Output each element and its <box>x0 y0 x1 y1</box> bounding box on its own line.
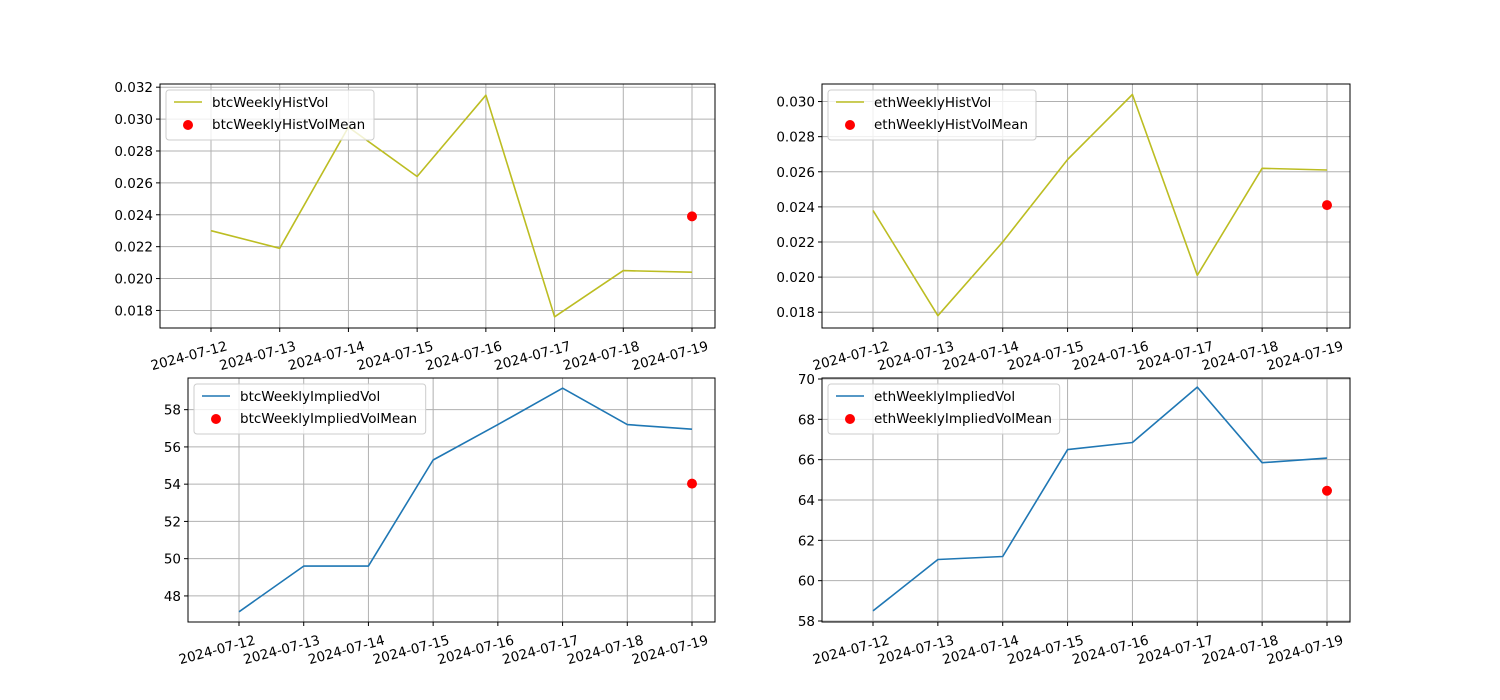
y-tick-label: 0.026 <box>776 165 815 181</box>
y-tick-label: 0.024 <box>114 208 153 224</box>
eth-hist-vol-panel: 2024-07-122024-07-132024-07-142024-07-15… <box>776 83 1351 374</box>
legend-label: ethWeeklyHistVol <box>874 95 991 111</box>
y-tick-label: 0.024 <box>776 200 815 216</box>
x-tick-label: 2024-07-16 <box>424 338 504 374</box>
legend-swatch-marker <box>845 120 855 130</box>
legend: ethWeeklyImpliedVol ethWeeklyImpliedVolMe… <box>827 383 1061 435</box>
scatter-point-btcWeeklyHistVolMean <box>687 211 697 222</box>
scatter-point-ethWeeklyHistVolMean <box>1322 200 1332 211</box>
legend-box <box>193 383 427 435</box>
series-line-ethWeeklyHistVol <box>872 93 1328 317</box>
legend-box <box>827 383 1061 435</box>
legend-label: btcWeeklyImpliedVol <box>240 389 380 405</box>
x-tick-label: 2024-07-14 <box>287 338 367 374</box>
series-line-btcWeeklyImpliedVol <box>238 387 693 613</box>
y-tick-label: 0.030 <box>776 95 815 111</box>
y-tick-label: 70 <box>798 372 815 388</box>
y-tick-label: 68 <box>798 412 815 428</box>
axes-frame <box>187 377 716 623</box>
legend-label: ethWeeklyImpliedVolMean <box>874 411 1052 427</box>
y-tick-label: 0.022 <box>114 240 153 256</box>
y-tick-label: 0.018 <box>114 303 153 319</box>
y-tick-label: 56 <box>164 440 181 456</box>
legend-label: ethWeeklyHistVolMean <box>874 117 1028 133</box>
y-tick-label: 64 <box>798 493 815 509</box>
y-tick-label: 54 <box>164 477 181 493</box>
y-tick-label: 50 <box>164 552 181 568</box>
y-tick-label: 58 <box>798 614 815 630</box>
legend-swatch-marker <box>845 414 855 424</box>
y-tick-label: 52 <box>164 514 181 530</box>
legend-box <box>827 89 1037 141</box>
x-tick-label: 2024-07-13 <box>218 338 298 374</box>
y-tick-label: 66 <box>798 453 815 469</box>
legend-label: btcWeeklyImpliedVolMean <box>240 411 417 427</box>
legend-label: btcWeeklyHistVol <box>212 95 328 111</box>
legend: ethWeeklyHistVol ethWeeklyHistVolMean <box>827 89 1037 141</box>
x-tick-label: 2024-07-19 <box>630 338 710 374</box>
y-tick-label: 0.020 <box>114 272 153 288</box>
x-tick-label: 2024-07-15 <box>355 338 435 374</box>
y-tick-label: 48 <box>164 589 181 605</box>
x-tick-label: 2024-07-12 <box>149 338 229 374</box>
scatter-point-ethWeeklyImpliedVolMean <box>1322 485 1332 496</box>
y-tick-label: 0.028 <box>114 144 153 160</box>
axes-frame <box>159 83 716 329</box>
legend-swatch-marker <box>211 414 221 424</box>
axes-frame <box>821 83 1351 329</box>
scatter-point-btcWeeklyImpliedVolMean <box>687 478 697 489</box>
y-tick-label: 0.026 <box>114 176 153 192</box>
y-tick-label: 60 <box>798 574 815 590</box>
legend-label: ethWeeklyImpliedVol <box>874 389 1015 405</box>
legend-box <box>165 89 375 141</box>
y-tick-label: 58 <box>164 403 181 419</box>
series-line-btcWeeklyHistVol <box>210 94 693 318</box>
y-tick-label: 62 <box>798 533 815 549</box>
x-tick-label: 2024-07-17 <box>493 338 573 374</box>
y-tick-label: 0.030 <box>114 112 153 128</box>
y-tick-label: 0.032 <box>114 80 153 96</box>
series-line-ethWeeklyImpliedVol <box>872 386 1328 612</box>
legend: btcWeeklyHistVol btcWeeklyHistVolMean <box>165 89 375 141</box>
y-tick-label: 0.028 <box>776 130 815 146</box>
y-tick-label: 0.022 <box>776 235 815 251</box>
eth-implied-vol-panel: 2024-07-122024-07-132024-07-142024-07-15… <box>798 372 1351 668</box>
y-tick-label: 0.020 <box>776 270 815 286</box>
legend-swatch-marker <box>183 120 193 130</box>
x-tick-label: 2024-07-18 <box>561 338 641 374</box>
btc-hist-vol-panel: 2024-07-122024-07-132024-07-142024-07-15… <box>114 80 716 374</box>
y-tick-label: 0.018 <box>776 305 815 321</box>
legend: btcWeeklyImpliedVol btcWeeklyImpliedVolMe… <box>193 383 427 435</box>
btc-implied-vol-panel: 2024-07-122024-07-132024-07-142024-07-15… <box>164 377 716 668</box>
legend-label: btcWeeklyHistVolMean <box>212 117 365 133</box>
